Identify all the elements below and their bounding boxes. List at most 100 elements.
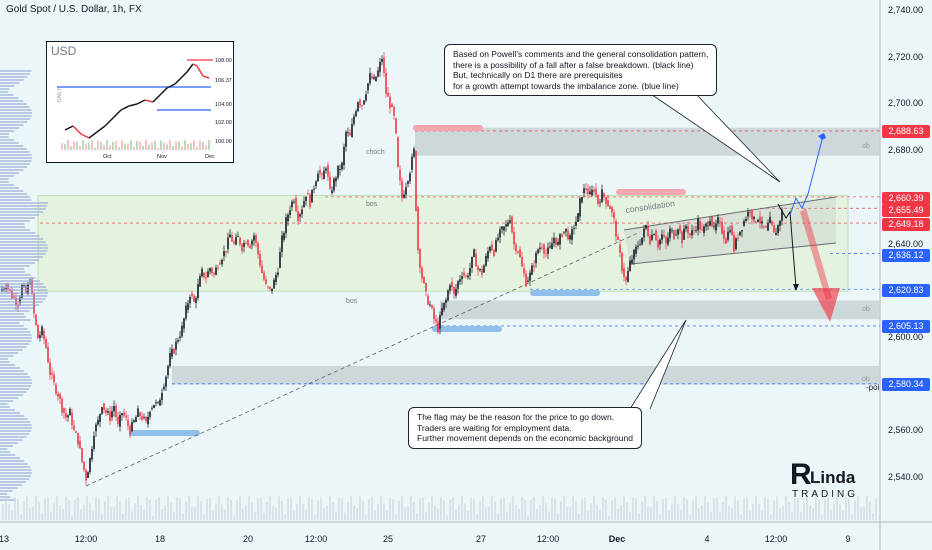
volume-bar — [803, 502, 805, 520]
volume-bar — [794, 498, 796, 520]
candle-body — [125, 415, 127, 418]
logo-mark: R — [790, 458, 812, 491]
candle-body — [761, 221, 763, 224]
candle-body — [11, 290, 13, 299]
volume-bar — [740, 514, 742, 520]
volume-profile-bar — [0, 448, 8, 450]
volume-bar — [812, 508, 814, 520]
inset-volume-bar — [127, 143, 129, 150]
volume-profile-bar — [0, 406, 10, 408]
volume-bar — [437, 508, 439, 520]
inset-volume-bar — [205, 145, 207, 150]
volume-profile-bar — [0, 184, 15, 186]
volume-bar — [221, 504, 223, 520]
candle-body — [741, 230, 743, 232]
volume-bar — [401, 496, 403, 520]
volume-bar — [347, 502, 349, 520]
inset-price-segment — [120, 105, 130, 111]
volume-profile-bar — [0, 466, 31, 468]
candle-body — [607, 200, 609, 207]
candle-body — [609, 206, 611, 210]
candle-body — [225, 251, 227, 253]
inset-price-segment — [104, 117, 114, 127]
volume-bar — [785, 496, 787, 520]
x-tick-label: 18 — [154, 534, 166, 544]
price-tag: 2,605.13 — [882, 320, 930, 333]
inset-price-segment — [180, 71, 188, 79]
candle-body — [157, 401, 159, 403]
candle-body — [729, 230, 731, 232]
candle-body — [319, 169, 321, 174]
inset-volume-bar — [67, 140, 69, 150]
candle-body — [487, 251, 489, 259]
candle-body — [175, 341, 177, 350]
volume-bar — [455, 509, 457, 520]
candle-body — [531, 265, 533, 275]
candle-body — [457, 281, 459, 289]
candle-body — [83, 461, 85, 470]
volume-profile-bar — [0, 277, 36, 279]
volume-bar — [419, 498, 421, 520]
candle-body — [479, 268, 481, 271]
inset-label: USD — [51, 44, 77, 58]
imbalance-zone — [415, 127, 880, 156]
volume-profile-bar — [0, 319, 31, 321]
candle-body — [243, 243, 245, 247]
y-tick-label: 2,740.00 — [888, 5, 924, 15]
candle-body — [687, 225, 689, 234]
candle-body — [211, 267, 213, 274]
candle-body — [213, 273, 215, 275]
candle-body — [301, 209, 303, 215]
drop-arrow-shaft — [800, 208, 832, 300]
volume-bar — [134, 503, 136, 520]
volume-profile-bar — [0, 124, 24, 126]
volume-bar — [647, 506, 649, 520]
candle-body — [561, 234, 563, 237]
volume-bar — [380, 496, 382, 520]
candle-body — [497, 237, 499, 241]
volume-bar — [389, 497, 391, 520]
candle-body — [253, 235, 255, 241]
volume-bar — [464, 503, 466, 520]
volume-profile-bar — [0, 169, 24, 171]
volume-bar — [8, 503, 10, 520]
candle-body — [327, 165, 329, 177]
volume-profile-bar — [0, 76, 28, 78]
volume-profile-bar — [0, 439, 23, 441]
candle-body — [555, 237, 557, 245]
volume-bar — [545, 503, 547, 520]
volume-profile-bar — [0, 121, 28, 123]
volume-bar — [182, 513, 184, 520]
candle-body — [51, 372, 53, 375]
volume-profile-bar — [0, 139, 14, 141]
inset-x-tick: Oct — [103, 154, 112, 160]
volume-bar — [359, 496, 361, 520]
candle-body — [753, 216, 755, 220]
candle-body — [43, 330, 45, 340]
candle-body — [343, 146, 345, 166]
candle-body — [651, 234, 653, 240]
volume-bar — [851, 514, 853, 520]
volume-bar — [353, 505, 355, 520]
candle-body — [345, 131, 347, 147]
volume-bar — [866, 496, 868, 520]
candle-body — [577, 213, 579, 222]
candle-body — [173, 348, 175, 354]
volume-bar — [257, 497, 259, 520]
candle-body — [79, 440, 81, 449]
volume-bar — [203, 514, 205, 520]
volume-profile-bar — [0, 358, 8, 360]
volume-bar — [74, 499, 76, 520]
x-tick-label: 20 — [242, 534, 254, 544]
inset-volume-bar — [121, 140, 123, 150]
volume-bar — [209, 497, 211, 520]
candle-body — [589, 191, 591, 195]
volume-bar — [491, 496, 493, 520]
candle-body — [613, 212, 615, 219]
candle-body — [383, 57, 385, 73]
price-tag: 2,580.34 — [882, 378, 930, 391]
candle-body — [719, 221, 721, 222]
candle-body — [249, 245, 251, 249]
candle-body — [399, 169, 401, 181]
